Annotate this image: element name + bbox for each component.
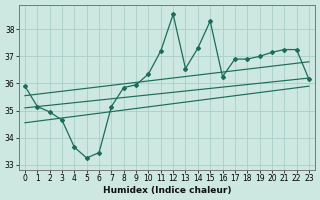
X-axis label: Humidex (Indice chaleur): Humidex (Indice chaleur) [103,186,231,195]
